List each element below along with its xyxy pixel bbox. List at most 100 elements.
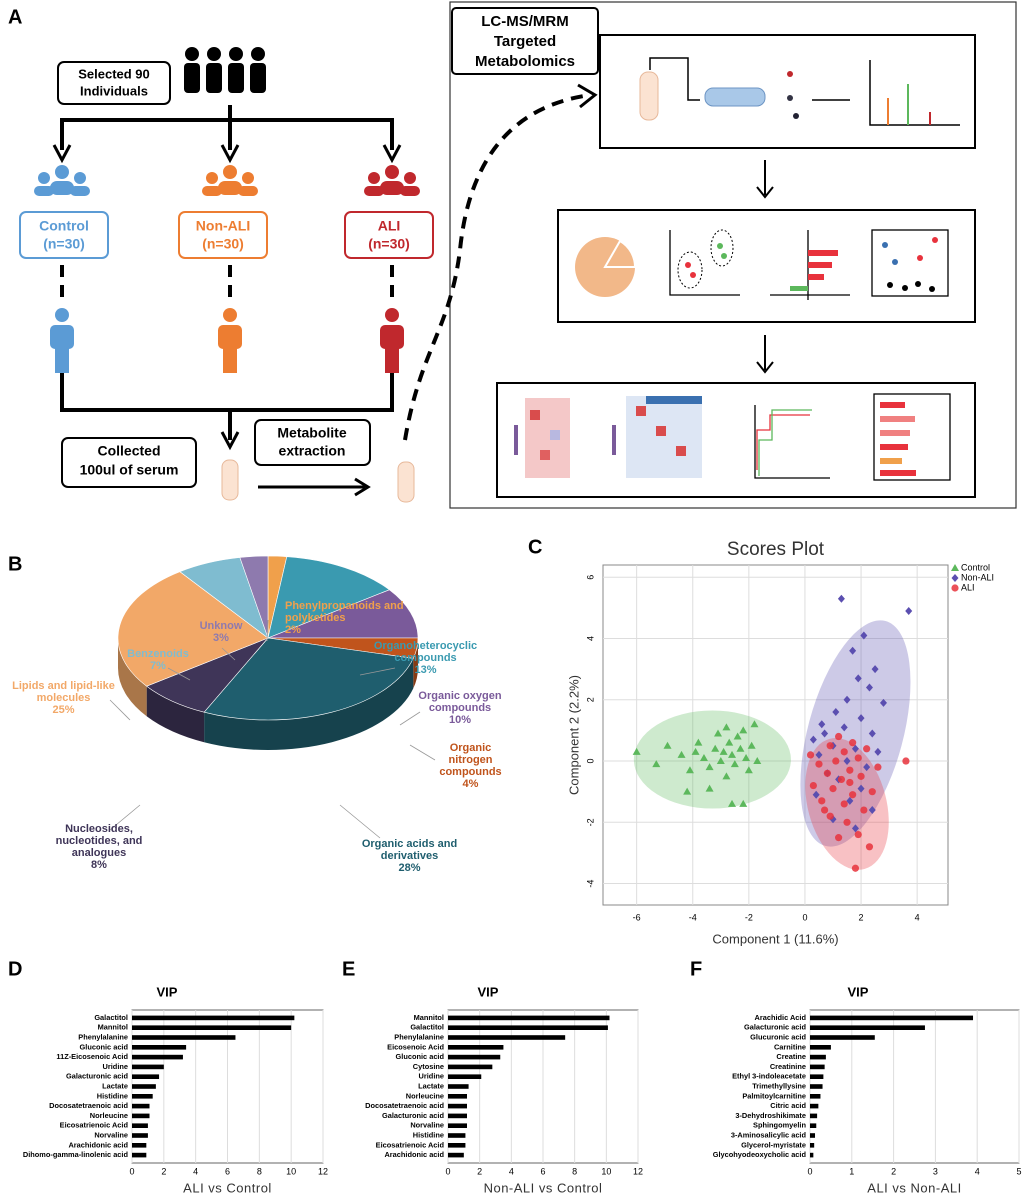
bar xyxy=(132,1074,160,1079)
chart-title: VIP xyxy=(848,984,869,999)
bar xyxy=(448,1133,466,1138)
point xyxy=(750,720,759,728)
point xyxy=(854,674,862,683)
bar xyxy=(448,1084,469,1089)
point xyxy=(652,760,661,768)
method-frame xyxy=(449,1,1017,509)
x-tick-label: 8 xyxy=(572,1166,577,1176)
point xyxy=(835,834,843,842)
point xyxy=(809,781,817,790)
point xyxy=(809,735,817,744)
bar xyxy=(448,1103,467,1109)
category-label: 3-Dehydroshikimate xyxy=(735,1111,806,1120)
point xyxy=(865,843,874,851)
x-tick-label: 2 xyxy=(859,912,864,922)
leader-line xyxy=(359,667,396,676)
leader-line xyxy=(109,699,131,721)
bar xyxy=(448,1113,467,1119)
bar xyxy=(810,1015,974,1021)
point xyxy=(815,750,823,759)
point xyxy=(719,747,728,755)
legend-marker xyxy=(951,584,959,592)
point xyxy=(849,791,857,799)
x-tick-label: 6 xyxy=(540,1166,545,1176)
confidence-ellipse xyxy=(633,710,791,809)
point xyxy=(837,775,846,784)
point xyxy=(733,732,742,740)
y-axis-label: Component 2 (2.2%) xyxy=(566,675,581,795)
point xyxy=(820,806,829,814)
category-label: Glucuronic acid xyxy=(750,1032,806,1041)
pie-label: Organic nitrogen compounds 4% xyxy=(428,742,513,790)
panel-label: C xyxy=(528,536,542,558)
point xyxy=(705,784,714,792)
confidence-ellipse xyxy=(800,620,911,847)
category-label: Sphingomyelin xyxy=(753,1121,806,1130)
point xyxy=(829,785,837,793)
category-label: Arachidonic acid xyxy=(384,1150,444,1159)
point xyxy=(849,739,857,747)
pie-value-label: 8% xyxy=(91,859,107,871)
point xyxy=(857,714,865,723)
category-label: Arachidic Acid xyxy=(755,1013,807,1022)
y-tick-label: 2 xyxy=(585,697,595,702)
category-label: Lactate xyxy=(102,1081,128,1090)
point xyxy=(806,751,815,759)
category-label: Cytosine xyxy=(413,1062,444,1071)
category-label: Ethyl 3-indoleacetate xyxy=(732,1072,806,1081)
bar xyxy=(448,1143,466,1148)
pie-category: Nucleosides, nucleotides, and analogues xyxy=(55,823,143,859)
legend-marker xyxy=(951,574,959,582)
leader-line xyxy=(399,711,421,726)
point xyxy=(863,745,871,753)
category-label: Mannitol xyxy=(414,1013,444,1022)
diagram-text: Individuals xyxy=(80,83,148,98)
point xyxy=(851,824,859,833)
diagram-text: Targeted xyxy=(494,33,556,50)
panel-label: E xyxy=(342,958,355,980)
point xyxy=(843,757,851,766)
panel-label: B xyxy=(8,553,22,575)
bar xyxy=(448,1123,467,1128)
point xyxy=(851,864,860,872)
bar xyxy=(132,1133,148,1138)
pie-category: Benzenoids xyxy=(127,648,189,660)
bar xyxy=(810,1084,823,1089)
x-tick-label: 4 xyxy=(915,912,920,922)
bar xyxy=(810,1103,819,1109)
plot-frame xyxy=(809,1009,1020,1164)
point xyxy=(716,757,725,765)
chart-title: VIP xyxy=(157,984,178,999)
label-boxes xyxy=(57,7,599,488)
group-box xyxy=(178,211,268,259)
category-label: 11Z-Eicosenoic Acid xyxy=(56,1052,128,1061)
group-box xyxy=(344,211,434,259)
point xyxy=(685,766,694,774)
point xyxy=(863,763,871,772)
leader-line xyxy=(109,804,141,831)
pie-category: Organoheterocyclic compounds xyxy=(373,640,478,664)
diagram-text: Metabolomics xyxy=(475,53,575,70)
bar xyxy=(810,1152,814,1158)
x-tick-label: 10 xyxy=(286,1166,296,1176)
point xyxy=(871,665,879,674)
category-label: Galactitol xyxy=(94,1013,128,1022)
bar xyxy=(132,1094,153,1099)
point xyxy=(840,748,848,756)
bar xyxy=(810,1045,831,1050)
y-tick-label: 6 xyxy=(585,575,595,580)
pie-label: Lipids and lipid-like molecules 25% xyxy=(6,680,121,716)
point xyxy=(868,788,876,796)
bar xyxy=(810,1094,821,1099)
pie-category: Unknow xyxy=(199,620,243,632)
legend-marker xyxy=(951,564,959,571)
bar xyxy=(810,1035,875,1040)
point xyxy=(815,760,823,768)
category-label: Norleucine xyxy=(406,1091,444,1100)
category-label: Norleucine xyxy=(90,1111,128,1120)
pie-slice xyxy=(117,571,269,687)
category-label: Citric acid xyxy=(770,1101,806,1110)
group-name: ALI xyxy=(378,218,401,234)
bar xyxy=(448,1015,610,1021)
